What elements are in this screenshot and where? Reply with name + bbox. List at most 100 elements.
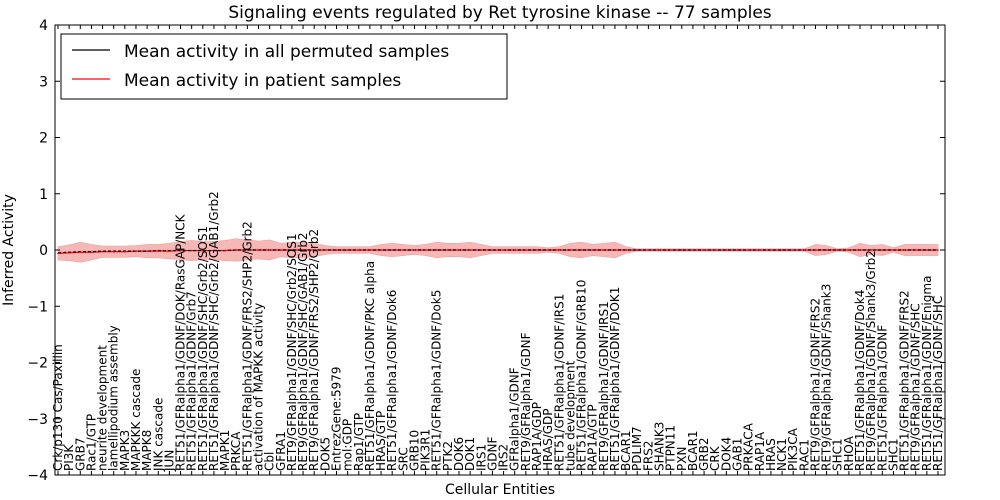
patient-point xyxy=(112,250,115,253)
x-tick-label: PTPN11 xyxy=(664,425,678,471)
x-tick-label: mol:GDP xyxy=(341,419,355,471)
patient-point xyxy=(90,251,93,254)
patient-point xyxy=(926,249,928,251)
x-tick-label: JNK cascade xyxy=(151,398,165,472)
patient-point xyxy=(614,249,616,251)
patient-point xyxy=(836,249,839,251)
patient-point xyxy=(625,249,627,251)
patient-point xyxy=(513,249,516,251)
patient-point xyxy=(770,249,772,251)
patient-point xyxy=(402,249,405,251)
x-tick-label: RET9/GFRalpha1/GDNF/SHC/GAB1/Grb2 xyxy=(296,232,310,471)
x-tick-label: RAP1A/GDP xyxy=(530,402,544,471)
x-tick-label: HRAS xyxy=(764,438,778,471)
patient-point xyxy=(669,249,672,251)
patient-point xyxy=(536,249,538,251)
x-tick-label: RET51/GFRalpha1/GDNF/Grb7 xyxy=(185,291,199,471)
x-tick-label: RET51/GFRalpha1/GDNF/Enigma xyxy=(920,276,934,471)
x-tick-label: tube development xyxy=(563,360,577,471)
x-tick-label: DOK5 xyxy=(318,437,332,471)
x-tick-label: neurite development xyxy=(96,345,110,471)
patient-point xyxy=(480,249,483,251)
patient-point xyxy=(937,249,939,251)
x-tick-label: RET9/GFRalpha1/GDNF xyxy=(519,332,533,471)
patient-point xyxy=(792,249,794,251)
patient-point xyxy=(190,249,193,252)
x-tick-label: DOK4 xyxy=(719,437,733,471)
legend-label-permuted: Mean activity in all permuted samples xyxy=(124,42,449,62)
x-tick-label: RET51/GFRalpha1/GDNF/Dok5 xyxy=(430,290,444,471)
y-tick-label: 1 xyxy=(39,187,48,203)
x-tick-label: PIK3CA xyxy=(786,427,800,471)
patient-point xyxy=(235,249,238,251)
x-tick-label: RET51/GFRalpha1/GDNF/GRB10 xyxy=(575,280,589,471)
x-tick-label: HRAS/GDP xyxy=(541,408,555,471)
patient-point xyxy=(803,249,806,251)
x-tick-label: RET9/GFRalpha1/GDNF/SHC xyxy=(909,303,923,471)
x-tick-label: RET51/GFRalpha1/GDNF/FRS2 xyxy=(898,290,912,471)
patient-point xyxy=(335,249,338,251)
y-tick-label: −2 xyxy=(27,356,48,372)
x-tick-label: BCAR1 xyxy=(619,430,633,471)
x-tick-label: RET51/GFRalpha1/GDNF/SHC/Grb2/SOS1 xyxy=(196,226,210,471)
patient-point xyxy=(79,251,82,254)
patient-point xyxy=(914,249,917,251)
patient-point xyxy=(580,249,583,251)
x-tick-label: MAPK1 xyxy=(218,430,232,471)
patient-point xyxy=(870,249,872,251)
x-tick-label: RET51/GFRalpha1/GDNF/IRS1 xyxy=(552,294,566,471)
patient-point xyxy=(369,249,371,251)
x-tick-label: RET51/GFRalpha1/GDNF xyxy=(875,325,889,471)
patient-point xyxy=(146,250,148,252)
patient-point xyxy=(747,249,750,251)
patient-point xyxy=(903,249,906,251)
patient-point xyxy=(413,249,416,251)
x-tick-label: NCK1 xyxy=(775,438,789,471)
x-tick-label: RAC1 xyxy=(797,439,811,471)
patient-point xyxy=(435,249,438,251)
x-tick-label: IRS1 xyxy=(474,444,488,471)
x-tick-label: PXN xyxy=(675,447,689,471)
x-tick-label: RET51/GFRalpha1/GDNF/Dok6 xyxy=(385,290,399,471)
y-tick-label: −4 xyxy=(27,468,48,484)
chart-title: Signaling events regulated by Ret tyrosi… xyxy=(228,3,771,23)
patient-point xyxy=(101,250,104,253)
x-tick-label: RAP1A/GTP xyxy=(586,404,600,471)
patient-point xyxy=(703,249,705,251)
patient-point xyxy=(302,249,304,251)
x-tick-label: IRS2 xyxy=(497,444,511,471)
x-tick-label: RAP1A xyxy=(753,431,767,471)
patient-point xyxy=(547,249,549,251)
patient-point xyxy=(135,250,137,252)
x-tick-label: RET9/GFRalpha1/GDNF/SHC/Grb2/SOS1 xyxy=(285,233,299,471)
patient-point xyxy=(781,249,783,251)
patient-point xyxy=(825,249,828,251)
patient-point xyxy=(603,249,605,251)
x-tick-label: RET9/GFRalpha1/GDNF/Shank3 xyxy=(820,284,834,471)
patient-point xyxy=(268,249,271,251)
x-tick-label: GFRalpha1/GDNF xyxy=(508,367,522,471)
x-tick-label: BCAR1 xyxy=(686,430,700,471)
y-axis-label: Inferred Activity xyxy=(1,194,17,306)
x-axis: Crk/p130 Cas/PaxillinPI3KGRB7Rac1/GTPneu… xyxy=(51,25,945,475)
patient-point xyxy=(57,252,59,255)
patient-point xyxy=(758,249,761,251)
x-tick-label: RET9/GFRalpha1/GDNF/FRS2 xyxy=(808,298,822,471)
x-tick-label: RET51/GFRalpha1/GDNF/SHC xyxy=(931,296,945,471)
patient-point xyxy=(224,249,226,252)
patient-point xyxy=(346,249,349,251)
series-line-permuted xyxy=(57,249,938,254)
patient-point xyxy=(246,249,249,251)
patient-point xyxy=(324,249,327,251)
patient-point xyxy=(892,249,895,251)
patient-point xyxy=(569,249,572,251)
y-tick-label: 3 xyxy=(39,74,48,90)
y-tick-label: −1 xyxy=(27,299,48,315)
x-tick-label: Cbl xyxy=(263,452,277,471)
x-tick-label: GRB10 xyxy=(407,430,421,471)
patient-point xyxy=(279,249,282,251)
x-tick-label: MAPK8 xyxy=(140,430,154,471)
x-tick-label: activation of MAPKK activity xyxy=(252,303,266,471)
patient-point xyxy=(848,249,850,251)
